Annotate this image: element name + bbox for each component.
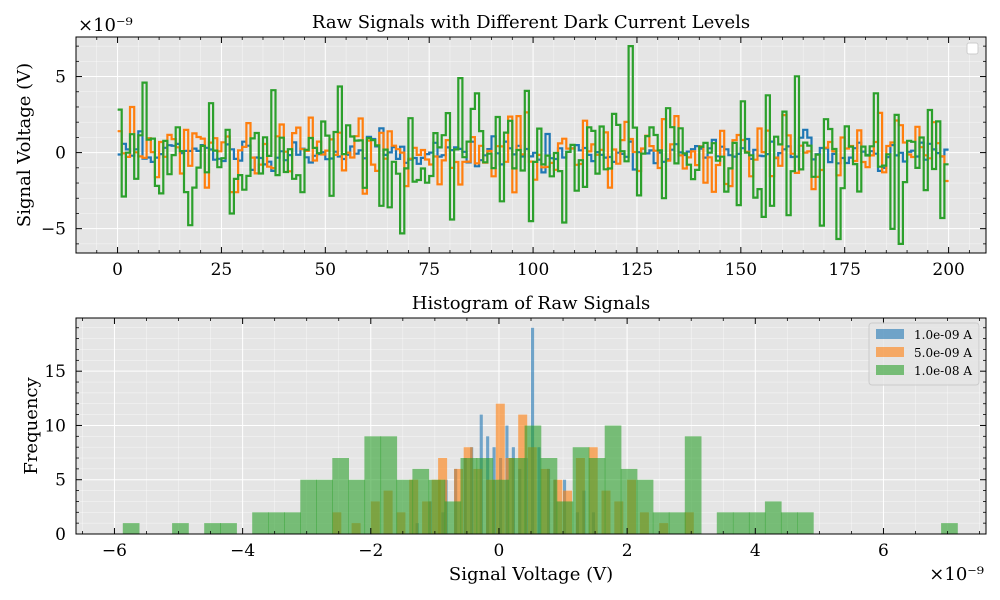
legend-label: 1.0e-08 A [914, 364, 972, 378]
histogram-x-axis-label: Signal Voltage (V) [449, 564, 613, 585]
histogram-panel: −6 −4 −2 0 2 4 6 0 5 10 15 Histogram of Raw Signal… [21, 293, 987, 585]
x-tick-label: 4 [750, 541, 761, 561]
y-tick-label: 5 [55, 471, 66, 491]
x-tick-label: 175 [828, 260, 860, 280]
x-tick-label: 0 [112, 260, 123, 280]
histogram-bar [220, 523, 237, 534]
x-tick-label: 0 [494, 541, 505, 561]
histogram-legend: 1.0e-09 A 5.0e-09 A 1.0e-08 A [868, 322, 980, 386]
histogram-bar [508, 458, 526, 534]
histogram-bar [172, 523, 189, 534]
histogram-bar [716, 512, 734, 534]
histogram-bar [460, 458, 478, 534]
x-tick-label: 150 [725, 260, 757, 280]
y-tick-label: 5 [55, 68, 66, 88]
histogram-legend-items: 1.0e-09 A 5.0e-09 A 1.0e-08 A [876, 328, 972, 378]
x-tick-label: 25 [211, 260, 233, 280]
x-tick-label: 100 [517, 260, 549, 280]
histogram-bar [492, 479, 510, 534]
histogram-bar [380, 436, 398, 534]
histogram-bar [572, 447, 590, 534]
histogram-bar [524, 425, 542, 534]
histogram-bar [428, 479, 446, 534]
histogram-series-2 [122, 425, 958, 534]
x-tick-label: 6 [878, 541, 889, 561]
histogram-bar [268, 512, 285, 534]
histogram-bar [941, 523, 958, 534]
raw-signal-series-2 [117, 45, 949, 245]
raw-signal-empty-legend [966, 42, 979, 55]
histogram-bar [332, 458, 349, 534]
y-tick-label: 0 [55, 525, 66, 545]
legend-swatch [876, 365, 904, 375]
histogram-bar [252, 512, 269, 534]
histogram-bar [684, 436, 702, 534]
raw-signal-plot-frame [75, 36, 987, 254]
legend-swatch [876, 347, 904, 357]
histogram-bar [476, 458, 494, 534]
histogram-bar [204, 523, 221, 534]
histogram-bar [797, 512, 814, 534]
legend-label: 5.0e-09 A [914, 346, 972, 360]
histogram-bar [556, 501, 574, 534]
legend-swatch [876, 329, 904, 339]
raw-signal-series-0 [117, 127, 949, 174]
x-tick-label: 200 [932, 260, 964, 280]
histogram-bar [732, 512, 750, 534]
histogram-bar [495, 403, 505, 534]
x-tick-label: −4 [230, 541, 255, 561]
legend-label: 1.0e-09 A [914, 328, 972, 342]
histogram-axis-ticks: −6 −4 −2 0 2 4 6 0 5 10 15 [44, 318, 986, 561]
x-tick-label: 125 [621, 260, 653, 280]
histogram-bar [780, 512, 798, 534]
histogram-bar [300, 479, 317, 534]
raw-signal-title: Raw Signals with Different Dark Current … [312, 12, 750, 33]
histogram-bar [284, 512, 301, 534]
x-tick-label: 50 [314, 260, 336, 280]
histogram-bar [396, 479, 414, 534]
histogram-bar [652, 512, 670, 534]
x-tick-label: 2 [622, 541, 633, 561]
histogram-bar [588, 458, 606, 534]
y-tick-label: 10 [44, 416, 66, 436]
x-tick-label: −6 [102, 541, 127, 561]
histogram-bar [412, 468, 430, 534]
histogram-title: Histogram of Raw Signals [412, 293, 650, 314]
histogram-bar [348, 479, 366, 534]
x-tick-label: 75 [418, 260, 440, 280]
histogram-bar [764, 501, 782, 534]
histogram-bar [540, 458, 558, 534]
histogram-bar [122, 523, 140, 534]
histogram-bar [316, 479, 333, 534]
y-tick-label: 0 [55, 144, 66, 164]
raw-signal-panel: 0 25 50 75 100 125 150 175 200 −5 0 5 Raw Signals w… [14, 12, 987, 280]
histogram-y-axis-label: Frequency [21, 376, 42, 474]
raw-signal-y-axis-label: Signal Voltage (V) [14, 63, 35, 227]
x-tick-label: −2 [358, 541, 383, 561]
histogram-bar [636, 479, 654, 534]
histogram-bar [668, 512, 686, 534]
histogram-bar [620, 468, 638, 534]
y-tick-label: −5 [41, 220, 66, 240]
y-tick-label: 15 [44, 362, 66, 382]
histogram-bar [604, 425, 622, 534]
histogram-bar [364, 436, 382, 534]
histogram-x-exponent: ×10⁻⁹ [929, 564, 984, 585]
histogram-bars-group [122, 327, 958, 534]
raw-signal-axis-ticks: 0 25 50 75 100 125 150 175 200 −5 0 5 [41, 37, 986, 280]
raw-signal-y-exponent: ×10⁻⁹ [78, 15, 133, 36]
histogram-bar [444, 501, 462, 534]
raw-signal-series-group [117, 45, 949, 245]
histogram-bar [748, 512, 766, 534]
